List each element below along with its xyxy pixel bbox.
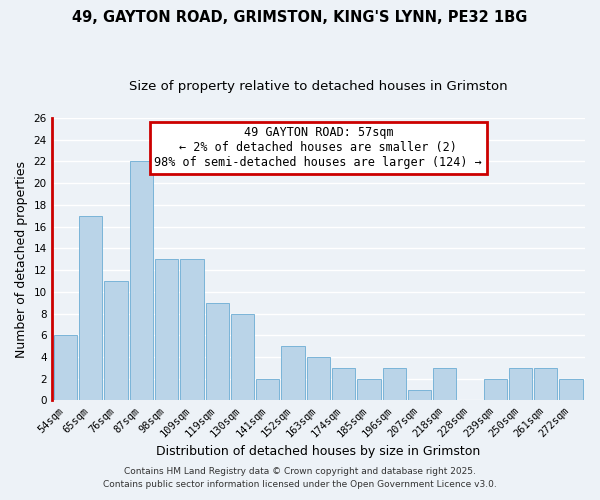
Bar bbox=[332, 368, 355, 400]
Bar bbox=[383, 368, 406, 400]
Y-axis label: Number of detached properties: Number of detached properties bbox=[15, 160, 28, 358]
Bar bbox=[54, 336, 77, 400]
Text: 49, GAYTON ROAD, GRIMSTON, KING'S LYNN, PE32 1BG: 49, GAYTON ROAD, GRIMSTON, KING'S LYNN, … bbox=[73, 10, 527, 25]
Bar bbox=[206, 302, 229, 400]
Text: 49 GAYTON ROAD: 57sqm
← 2% of detached houses are smaller (2)
98% of semi-detach: 49 GAYTON ROAD: 57sqm ← 2% of detached h… bbox=[154, 126, 482, 170]
Bar bbox=[256, 378, 280, 400]
Bar bbox=[281, 346, 305, 401]
Bar bbox=[408, 390, 431, 400]
Bar bbox=[484, 378, 507, 400]
Title: Size of property relative to detached houses in Grimston: Size of property relative to detached ho… bbox=[129, 80, 508, 93]
Bar bbox=[357, 378, 380, 400]
Bar bbox=[104, 281, 128, 400]
Text: Contains HM Land Registry data © Crown copyright and database right 2025.
Contai: Contains HM Land Registry data © Crown c… bbox=[103, 468, 497, 489]
Bar bbox=[307, 357, 330, 401]
Bar bbox=[559, 378, 583, 400]
Bar bbox=[130, 162, 153, 400]
Bar bbox=[509, 368, 532, 400]
Bar bbox=[181, 259, 203, 400]
Bar bbox=[231, 314, 254, 400]
Bar bbox=[433, 368, 457, 400]
Bar bbox=[155, 259, 178, 400]
Bar bbox=[79, 216, 103, 400]
Bar bbox=[534, 368, 557, 400]
X-axis label: Distribution of detached houses by size in Grimston: Distribution of detached houses by size … bbox=[156, 444, 481, 458]
